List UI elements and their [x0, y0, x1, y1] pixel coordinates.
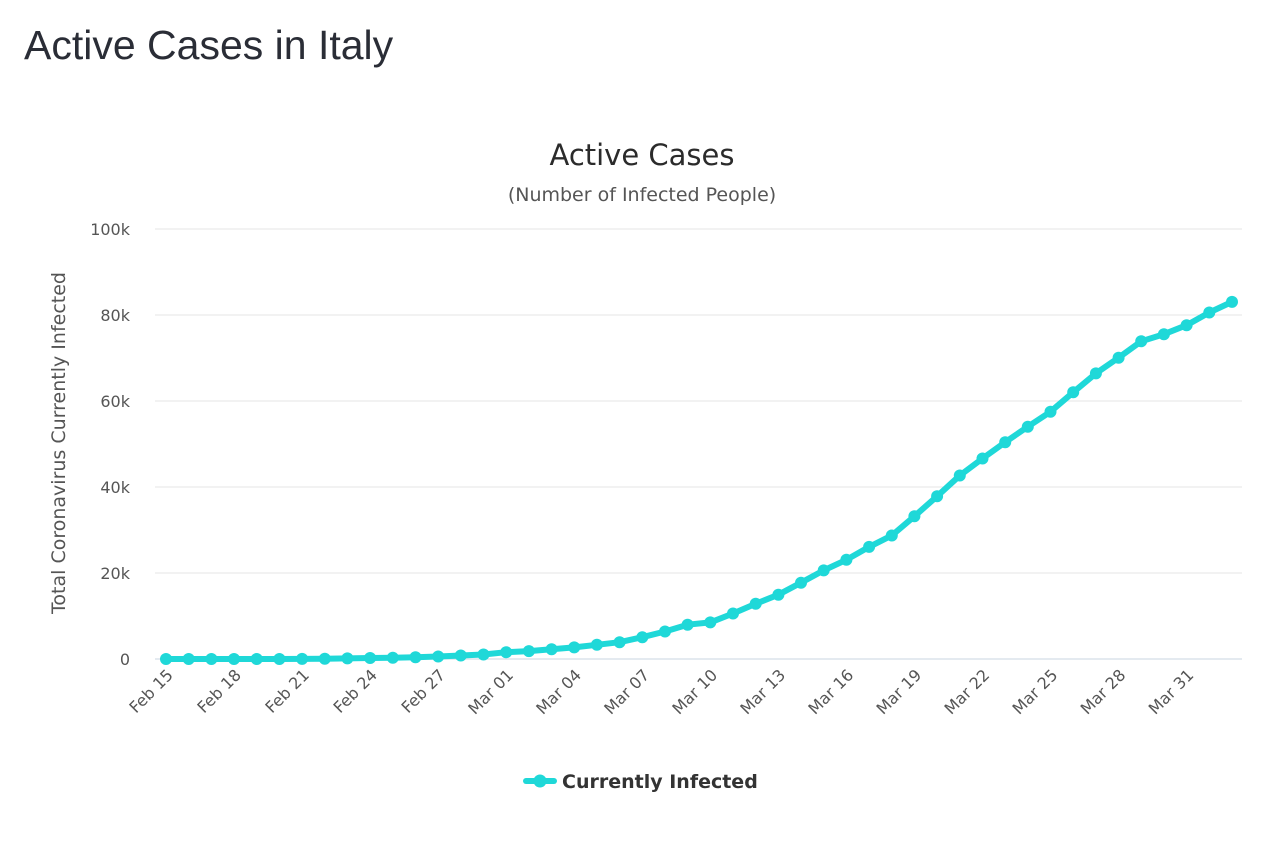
data-point[interactable] [1226, 295, 1238, 308]
data-point[interactable] [273, 653, 286, 665]
x-tick-label: Mar 22 [941, 665, 994, 718]
data-point[interactable] [659, 625, 671, 638]
x-tick-label: Feb 18 [193, 665, 244, 716]
data-point[interactable] [908, 510, 921, 523]
legend-label-currently-infected: Currently Infected [562, 771, 758, 793]
x-tick-label: Mar 28 [1077, 665, 1130, 718]
data-point[interactable] [364, 652, 377, 664]
data-point[interactable] [454, 649, 467, 662]
x-tick-label: Mar 16 [804, 665, 857, 718]
data-point[interactable] [1089, 367, 1102, 380]
x-tick-label: Mar 01 [464, 665, 517, 718]
data-point[interactable] [590, 638, 603, 651]
series-currently-infected [160, 295, 1238, 665]
x-tick-label: Feb 24 [329, 665, 380, 716]
x-tick-label: Feb 15 [125, 665, 176, 716]
data-point[interactable] [522, 645, 535, 658]
data-point[interactable] [613, 636, 626, 649]
data-point[interactable] [1044, 405, 1057, 418]
x-tick-label: Feb 21 [261, 665, 312, 716]
chart-title: Active Cases [549, 138, 734, 172]
x-tick-label: Mar 25 [1009, 665, 1062, 718]
data-point[interactable] [1180, 319, 1193, 332]
data-point[interactable] [727, 607, 739, 620]
data-point[interactable] [704, 616, 717, 629]
data-point[interactable] [999, 436, 1012, 449]
data-point[interactable] [1112, 351, 1125, 364]
data-point[interactable] [976, 452, 989, 465]
data-point[interactable] [477, 648, 490, 661]
x-tick-label: Feb 27 [398, 665, 449, 716]
data-point[interactable] [1203, 306, 1216, 319]
data-point[interactable] [1067, 386, 1080, 399]
x-tick-label: Mar 04 [532, 665, 585, 718]
y-tick-label: 80k [100, 306, 130, 325]
x-axis-ticks: Feb 15 Feb 18 Feb 21 Feb 24 Feb 27 Mar 01 Mar … [125, 665, 1197, 718]
y-axis-label: Total Coronavirus Currently Infected [48, 272, 70, 615]
page-title: Active Cases in Italy [24, 22, 394, 68]
data-point[interactable] [568, 641, 581, 654]
x-tick-label: Mar 10 [668, 665, 721, 718]
data-point[interactable] [296, 652, 309, 665]
x-tick-label: Mar 19 [872, 665, 925, 718]
series-line [163, 298, 1235, 662]
x-tick-label: Mar 07 [600, 665, 653, 718]
data-point[interactable] [749, 597, 762, 610]
data-point[interactable] [931, 490, 944, 503]
data-point[interactable] [250, 653, 263, 665]
data-point[interactable] [1021, 420, 1034, 433]
data-point[interactable] [840, 553, 853, 566]
data-point[interactable] [182, 653, 195, 665]
y-tick-label: 0 [120, 650, 130, 669]
data-point[interactable] [772, 588, 785, 601]
legend-marker-icon [533, 774, 547, 788]
y-tick-label: 60k [100, 392, 130, 411]
data-point[interactable] [1157, 328, 1170, 341]
y-tick-label: 100k [90, 220, 131, 239]
data-point[interactable] [500, 646, 513, 659]
data-point[interactable] [386, 651, 399, 664]
data-point[interactable] [817, 564, 830, 577]
y-tick-label: 40k [100, 478, 130, 497]
data-point[interactable] [885, 529, 898, 542]
data-point[interactable] [681, 618, 694, 631]
y-tick-label: 20k [100, 564, 130, 583]
data-point[interactable] [953, 469, 966, 482]
data-point[interactable] [318, 652, 331, 665]
data-point[interactable] [409, 651, 422, 664]
x-tick-label: Mar 13 [736, 665, 789, 718]
data-point[interactable] [160, 653, 172, 665]
gridlines [155, 228, 1242, 660]
y-axis-ticks: 0 20k 40k 60k 80k 100k [90, 220, 131, 669]
data-point[interactable] [228, 653, 240, 665]
x-tick-label: Mar 31 [1145, 665, 1198, 718]
chart-subtitle: (Number of Infected People) [508, 184, 776, 206]
data-point[interactable] [1135, 335, 1148, 348]
data-point[interactable] [795, 576, 807, 589]
data-point[interactable] [432, 650, 445, 663]
data-point[interactable] [636, 631, 649, 644]
data-point[interactable] [341, 652, 354, 665]
data-point[interactable] [545, 643, 558, 656]
legend[interactable]: Currently Infected [523, 771, 758, 793]
data-point[interactable] [863, 540, 876, 553]
data-point[interactable] [205, 653, 218, 665]
